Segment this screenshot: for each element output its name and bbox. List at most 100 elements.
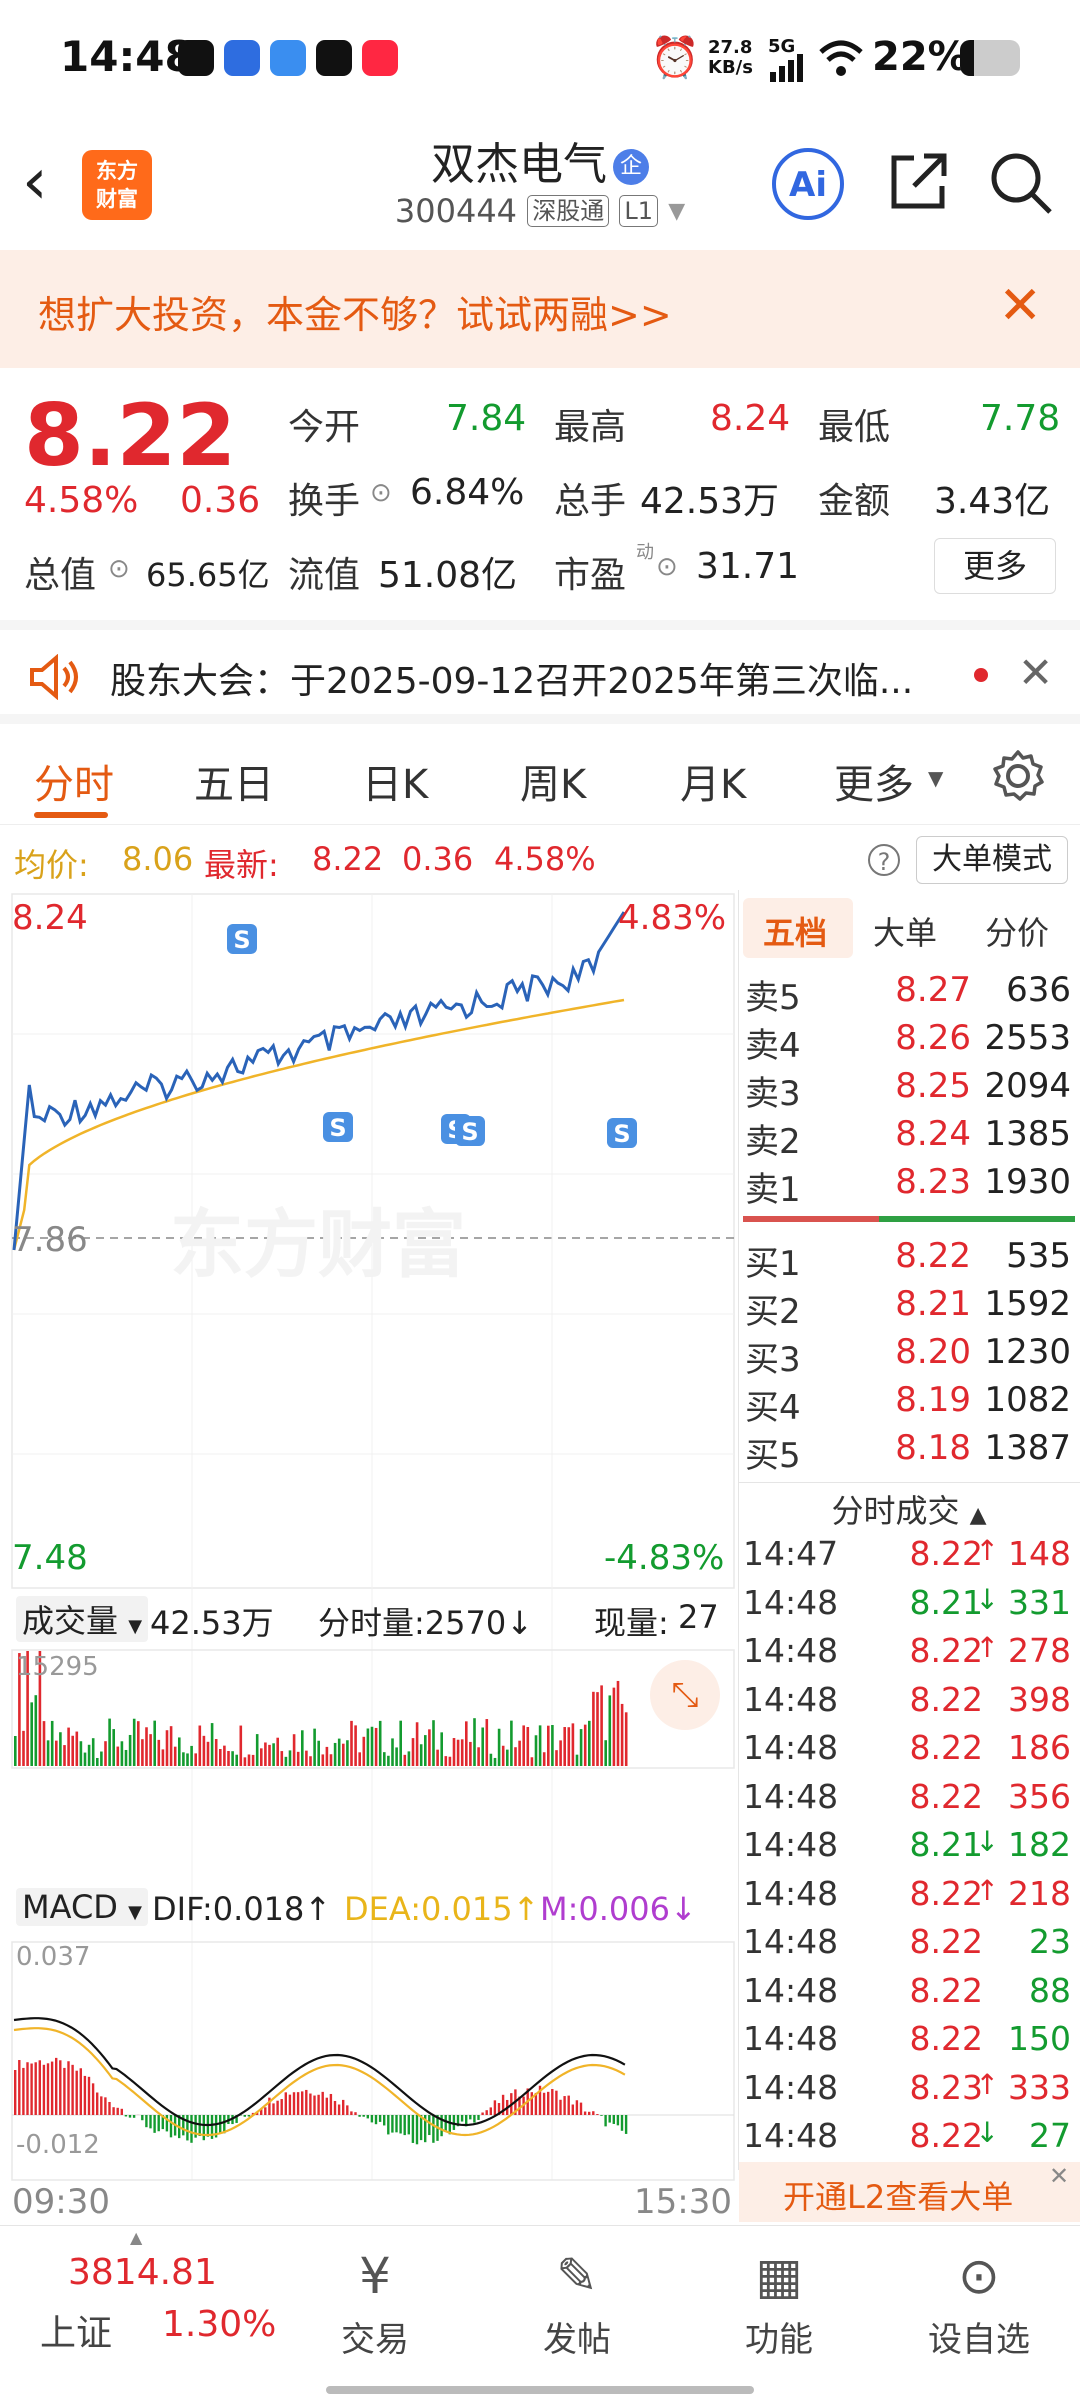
tab-five-levels[interactable]: 五档 — [763, 908, 827, 954]
notice-text[interactable]: 股东大会：于2025-09-12召开2025年第三次临... — [110, 652, 913, 704]
notice-bar[interactable]: 股东大会：于2025-09-12召开2025年第三次临... ✕ — [0, 620, 1080, 724]
volume-bar — [440, 1732, 443, 1766]
trade-direction-icon: ↑ — [976, 1534, 999, 1567]
home-indicator — [326, 2386, 754, 2394]
l2-banner-text[interactable]: 开通L2查看大单 — [783, 2172, 1013, 2218]
total-value-label: 总值 — [24, 546, 96, 598]
volume-bar — [350, 1721, 353, 1766]
info-icon[interactable]: ⊙ — [370, 478, 392, 508]
shenzhen-connect-tag: 深股通 — [527, 195, 609, 227]
status-time: 14:48 — [60, 32, 194, 81]
share-icon[interactable] — [886, 150, 950, 214]
volume-bar — [199, 1726, 202, 1766]
volume-indicator-select[interactable]: 成交量 ▼ — [16, 1596, 148, 1642]
grid-function-icon: ▦ — [714, 2240, 844, 2312]
volume-bar — [272, 1743, 275, 1766]
macd-bar — [63, 2068, 65, 2115]
volume-bar — [330, 1754, 333, 1766]
volume-bar — [92, 1738, 95, 1766]
signal-s-marker[interactable]: S — [227, 924, 257, 954]
search-icon[interactable] — [988, 150, 1054, 216]
signal-icon — [768, 54, 808, 82]
volume-bar — [108, 1719, 111, 1766]
l2-banner[interactable]: 开通L2查看大单 ✕ — [739, 2162, 1080, 2222]
tab-five-day[interactable]: 五日 — [194, 752, 274, 810]
close-icon[interactable]: ✕ — [1018, 648, 1053, 697]
macd-bar — [367, 2115, 369, 2118]
nav-function[interactable]: ▦ 功能 — [714, 2240, 844, 2361]
alarm-icon: ⏰ — [650, 34, 700, 81]
ask-price: 8.23 — [895, 1162, 971, 1202]
trade-volume: 88 — [1029, 1971, 1071, 2010]
last-pct: 4.58% — [494, 840, 596, 878]
macd-bar — [551, 2089, 553, 2115]
info-icon[interactable]: ⊙ — [656, 552, 678, 582]
high-label: 最高 — [554, 398, 626, 450]
trade-price: 8.22 — [910, 1874, 983, 1913]
chart-tabs: 分时 五日 日K 周K 月K 更多 ▼ — [0, 724, 1080, 825]
tab-intraday[interactable]: 分时 — [34, 752, 114, 810]
trade-time: 14:48 — [743, 2068, 838, 2107]
tab-price-distribution[interactable]: 分价 — [985, 908, 1049, 954]
tab-monthly-k[interactable]: 月K — [680, 752, 746, 810]
volume-bar — [576, 1755, 579, 1766]
index-pct: 1.30% — [162, 2304, 276, 2345]
signal-s-marker[interactable]: S — [607, 1118, 637, 1148]
tab-big-orders[interactable]: 大单 — [873, 908, 937, 954]
volume-bar — [125, 1750, 128, 1766]
help-icon[interactable]: ? — [868, 844, 900, 876]
tab-weekly-k[interactable]: 周K — [520, 752, 586, 810]
macd-bar — [326, 2098, 328, 2115]
macd-bar — [395, 2115, 397, 2132]
info-icon[interactable]: ⊙ — [108, 554, 130, 584]
ask-label: 卖4 — [745, 1018, 801, 1067]
tab-more[interactable]: 更多 — [834, 752, 914, 810]
m-text: M:0.006 — [540, 1890, 670, 1928]
big-order-mode-button[interactable]: 大单模式 — [916, 836, 1068, 884]
nav-post[interactable]: ✎ 发帖 — [512, 2240, 642, 2361]
macd-indicator-select[interactable]: MACD ▼ — [16, 1888, 148, 1926]
tab-daily-k[interactable]: 日K — [362, 752, 428, 810]
close-icon[interactable]: ✕ — [1049, 2162, 1069, 2190]
expand-icon[interactable]: ⤡ — [650, 1660, 720, 1730]
volume-bar — [358, 1752, 361, 1766]
app-icon-cloud — [270, 40, 306, 76]
close-icon[interactable]: ✕ — [998, 276, 1042, 336]
macd-bar — [469, 2115, 471, 2119]
macd-bar — [121, 2109, 123, 2115]
more-button[interactable]: 更多 — [934, 538, 1056, 594]
dropdown-triangle-icon: ▼ — [668, 199, 685, 224]
index-quote[interactable]: ▲ 3814.81 上证 1.30% — [0, 2226, 280, 2356]
macd-bar — [621, 2115, 623, 2131]
signal-s-marker[interactable]: S — [455, 1116, 485, 1146]
bid-volume: 1082 — [984, 1380, 1071, 1420]
volume-bar — [559, 1740, 562, 1766]
time-end-label: 15:30 — [634, 2182, 732, 2222]
svg-text:S: S — [613, 1120, 630, 1148]
macd-bar — [186, 2115, 188, 2140]
intraday-chart-area[interactable]: 东方财富 SSSSS 8.24 4.83% 7.86 7.48 -4.83% 成… — [0, 890, 736, 2225]
buy-ratio-bar — [879, 1216, 1075, 1222]
macd-bar — [625, 2115, 627, 2134]
volume-bar — [182, 1752, 185, 1766]
macd-bar — [55, 2058, 57, 2115]
volume-bar — [502, 1746, 505, 1766]
volume-bar — [547, 1726, 550, 1766]
down-arrow-icon: ↓ — [506, 1604, 533, 1642]
trades-title[interactable]: 分时成交 ▲ — [739, 1486, 1079, 1532]
enterprise-badge[interactable]: 企 — [613, 149, 649, 185]
ask-label: 卖2 — [745, 1114, 801, 1163]
banner-text[interactable]: 想扩大投资，本金不够？试试两融>> — [38, 284, 672, 339]
margin-trading-banner[interactable]: 想扩大投资，本金不够？试试两融>> ✕ — [0, 250, 1080, 368]
nav-add-watchlist[interactable]: ⊙ 设自选 — [914, 2240, 1044, 2361]
gear-icon[interactable] — [990, 748, 1046, 804]
signal-s-marker[interactable]: S — [323, 1112, 353, 1142]
ai-button[interactable]: Ai — [772, 148, 844, 220]
nav-trade[interactable]: ¥ 交易 — [310, 2240, 440, 2361]
